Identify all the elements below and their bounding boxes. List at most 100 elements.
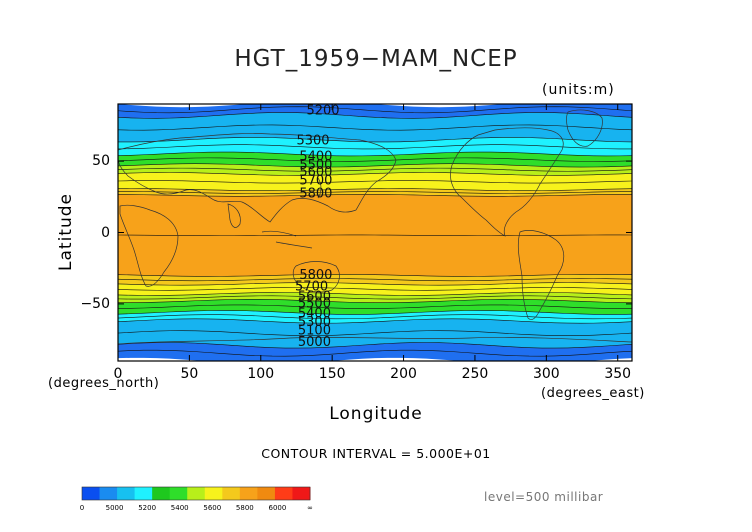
colorbar-swatch [292, 487, 311, 500]
colorbar-swatch [257, 487, 276, 500]
contour-label: 5300 [298, 315, 331, 330]
contour-line [118, 234, 632, 237]
contour-label: 5500 [298, 296, 331, 311]
color-band [118, 188, 632, 197]
contour-label: 5000 [298, 335, 331, 350]
contour-line [118, 157, 632, 162]
colorbar-swatch [187, 487, 206, 500]
x-tick-label: 100 [247, 366, 275, 382]
contour-line [118, 188, 632, 192]
x-tick-label: 150 [318, 366, 346, 382]
contour-line [118, 318, 632, 324]
colorbar-swatch [239, 487, 258, 500]
contour-line [118, 330, 632, 336]
contour-line [118, 299, 632, 304]
contour-label: 5800 [299, 268, 332, 283]
contour-line [118, 151, 632, 157]
chart-title: HGT_1959−MAM_NCEP [234, 46, 518, 72]
coastline-africa [119, 204, 179, 287]
colorbar-swatch [169, 487, 188, 500]
contour-label: 5400 [298, 306, 331, 321]
color-band [118, 274, 632, 286]
contour-line [118, 273, 632, 277]
colorbar-swatch [82, 487, 101, 500]
contour-line [118, 144, 632, 150]
x-tick-label: 350 [604, 366, 632, 382]
contour-interval: CONTOUR INTERVAL = 5.000E+01 [261, 446, 491, 461]
colorbar-swatch [134, 487, 153, 500]
coastline-greenland [566, 109, 603, 147]
coastline-india [227, 203, 241, 228]
level-label: level=500 millibar [484, 490, 604, 504]
colorbar-label: 5200 [138, 504, 157, 512]
color-band [118, 172, 632, 191]
x-unit-left: (degrees_north) [48, 376, 160, 391]
colorbar-label: 0 [79, 504, 85, 512]
color-band [118, 318, 632, 349]
contour-label: 5500 [299, 158, 332, 173]
colorbar-frame [81, 486, 311, 501]
coastline-antarctica [118, 337, 632, 345]
contour-line [118, 172, 632, 176]
contour-label: 5600 [299, 165, 332, 180]
contour-label: 5700 [295, 279, 328, 294]
x-tick-label: 200 [390, 366, 417, 382]
x-axis-label: Longitude [329, 404, 423, 424]
x-tick-label: 0 [113, 366, 123, 382]
colorbar-label: 6000 [268, 504, 287, 512]
coastline-north-america [450, 127, 564, 237]
color-band [118, 292, 632, 303]
coastline-south-america [517, 230, 565, 320]
contour-line [118, 191, 632, 194]
color-band [118, 137, 632, 156]
contour-line [118, 314, 632, 320]
colorbar-label: ∞ [307, 504, 313, 512]
colorbar-swatch [152, 487, 171, 500]
color-band [118, 282, 632, 296]
contour-label: 5400 [299, 149, 332, 164]
colorbar-swatch [99, 487, 118, 500]
color-band [118, 194, 632, 277]
colorbar-swatch [274, 487, 293, 500]
x-tick-label: 300 [532, 366, 560, 382]
contour-line [118, 295, 632, 300]
color-band [118, 342, 632, 361]
contour-line [118, 342, 632, 349]
contour-line [118, 137, 632, 143]
color-band [118, 112, 632, 142]
contour-line [118, 112, 632, 119]
colorbar-label: 5000 [105, 504, 124, 512]
coastline-indonesia [261, 230, 313, 249]
colorbar-label: 5600 [203, 504, 222, 512]
coastline-japan [317, 177, 322, 199]
coastline-australia [292, 261, 340, 293]
contour-line [118, 194, 632, 197]
color-band [118, 152, 632, 168]
x-tick-label: 50 [180, 366, 199, 382]
y-tick-label: 0 [101, 224, 110, 241]
colorbar-label: 5400 [170, 504, 189, 512]
colorbar-swatch [222, 487, 241, 500]
contour-line [118, 124, 632, 131]
y-tick-label: −50 [80, 295, 110, 312]
color-band [118, 104, 632, 119]
y-tick-label: 50 [92, 153, 110, 170]
contour-label: 5600 [298, 289, 331, 304]
contour-line [118, 282, 632, 286]
contour-label: 5800 [299, 187, 332, 202]
contour-line [118, 287, 632, 291]
x-tick-label: 250 [461, 366, 489, 382]
coastline-eurasia [118, 133, 397, 223]
contour-label: 5200 [306, 104, 339, 119]
colorbar-swatch [204, 487, 223, 500]
colorbar-swatch [117, 487, 136, 500]
units-label: (units:m) [542, 82, 615, 98]
contour-line [118, 304, 632, 309]
contour-line [118, 278, 632, 282]
x-unit-right: (degrees_east) [541, 386, 645, 401]
contour-label: 5700 [299, 174, 332, 189]
contour-label: 5100 [298, 324, 331, 339]
colorbar-label: 5800 [235, 504, 254, 512]
